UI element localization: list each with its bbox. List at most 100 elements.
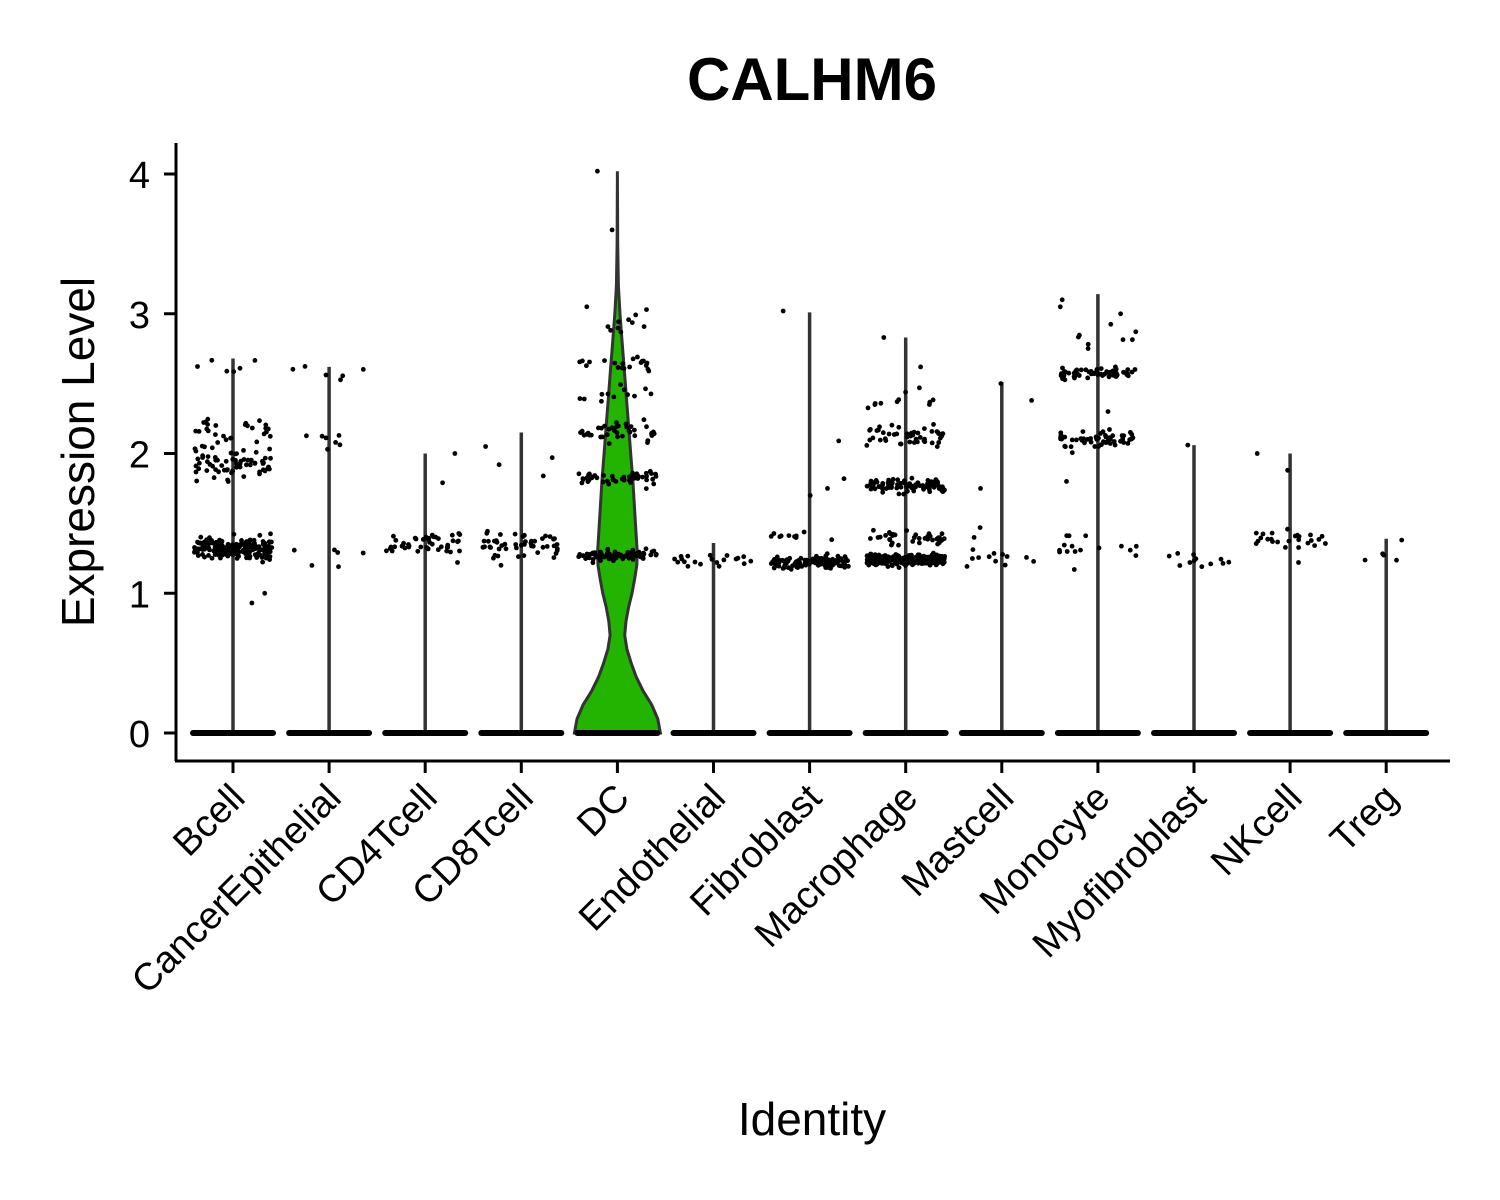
data-point — [206, 540, 212, 546]
data-point — [336, 433, 342, 438]
data-point — [896, 424, 902, 430]
data-point — [891, 432, 897, 437]
data-point — [714, 560, 720, 565]
data-point — [1254, 451, 1260, 456]
data-point — [608, 327, 613, 333]
data-point — [616, 423, 621, 429]
data-point — [547, 534, 553, 539]
data-point — [1076, 373, 1082, 378]
data-point — [780, 566, 786, 571]
x-axis-title: Identity — [738, 1093, 886, 1145]
data-point — [1058, 435, 1064, 441]
data-point — [248, 458, 254, 464]
data-point — [267, 446, 272, 452]
violin-mastcell — [958, 381, 1045, 736]
data-point — [780, 308, 786, 314]
data-point — [1060, 365, 1065, 371]
data-point — [644, 424, 649, 430]
data-point — [1199, 564, 1205, 570]
plot-area — [190, 168, 1430, 736]
data-point — [1399, 537, 1405, 543]
data-point — [786, 533, 792, 538]
data-point — [581, 432, 587, 438]
data-point — [267, 433, 273, 439]
data-point — [1091, 371, 1097, 377]
data-point — [266, 543, 272, 549]
data-point — [1255, 538, 1261, 544]
data-point — [1069, 437, 1075, 443]
data-point — [455, 560, 460, 565]
data-point — [632, 433, 638, 439]
data-point — [896, 491, 902, 497]
data-point — [926, 486, 932, 492]
data-point — [1074, 367, 1080, 373]
data-point — [1094, 367, 1100, 372]
data-point — [241, 474, 247, 479]
data-point — [641, 324, 647, 329]
data-point — [584, 363, 589, 369]
data-point — [581, 396, 587, 402]
data-point — [452, 451, 458, 456]
data-point — [401, 540, 406, 546]
data-point — [1185, 442, 1191, 448]
data-point — [927, 562, 933, 568]
data-point — [198, 534, 204, 540]
data-point — [1260, 531, 1266, 537]
data-point — [864, 443, 870, 448]
data-point — [491, 555, 496, 561]
data-point — [698, 561, 703, 567]
data-point — [644, 477, 649, 483]
data-point — [199, 546, 205, 552]
data-point — [606, 441, 612, 446]
data-point — [1305, 540, 1311, 546]
data-point — [1129, 436, 1134, 442]
data-point — [877, 437, 883, 443]
data-point — [1024, 555, 1029, 560]
data-point — [1082, 440, 1087, 446]
data-point — [213, 423, 219, 428]
data-point — [880, 481, 886, 486]
data-point — [709, 556, 715, 562]
data-point — [871, 527, 876, 533]
data-point — [611, 394, 617, 400]
data-point — [265, 466, 271, 472]
data-point — [902, 480, 908, 486]
data-point — [252, 358, 258, 363]
data-point — [1220, 561, 1226, 566]
data-point — [915, 430, 921, 436]
data-point — [323, 435, 329, 441]
zero-points — [286, 730, 373, 736]
data-point — [594, 475, 600, 481]
zero-points — [1054, 730, 1141, 736]
data-point — [904, 484, 910, 490]
data-point — [213, 432, 218, 437]
data-point — [496, 462, 502, 468]
data-point — [876, 484, 882, 489]
data-point — [976, 555, 981, 560]
data-point — [993, 558, 998, 564]
data-point — [333, 440, 338, 445]
data-point — [909, 475, 915, 481]
data-point — [195, 364, 200, 369]
data-point — [215, 440, 221, 445]
data-point — [1110, 433, 1116, 439]
data-point — [249, 600, 255, 606]
data-point — [1101, 439, 1106, 445]
data-point — [247, 553, 253, 559]
data-point — [498, 532, 503, 537]
data-point — [880, 430, 886, 436]
data-point — [886, 477, 891, 483]
data-point — [596, 425, 601, 431]
data-point — [648, 391, 654, 397]
data-point — [209, 445, 215, 451]
data-point — [415, 548, 421, 554]
data-point — [741, 554, 747, 560]
points — [1057, 297, 1139, 572]
data-point — [1226, 559, 1232, 565]
data-point — [881, 335, 887, 340]
data-point — [627, 429, 633, 435]
data-point — [898, 441, 904, 447]
data-point — [224, 550, 230, 556]
data-point — [552, 536, 557, 541]
data-point — [245, 423, 250, 429]
